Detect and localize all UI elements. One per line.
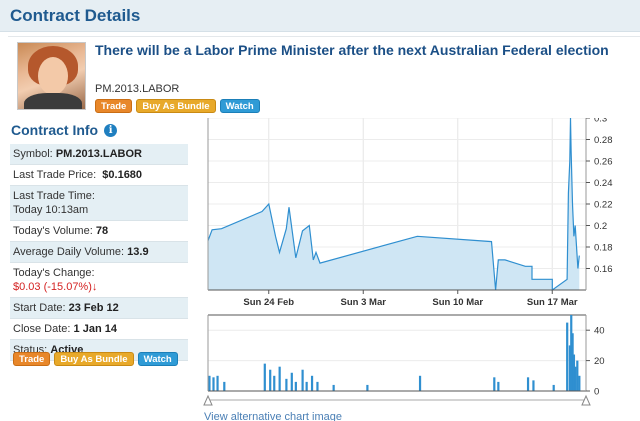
last-time-value: Today 10:13am — [13, 204, 89, 216]
volume-bar — [269, 369, 272, 391]
watch-button[interactable]: Watch — [219, 99, 260, 113]
trade-button-secondary[interactable]: Trade — [13, 352, 51, 366]
page-title: Contract Details — [10, 6, 141, 25]
info-row-close-date: Close Date: 1 Jan 14 — [10, 319, 188, 340]
volume-bar — [212, 377, 215, 391]
y-tick-label: 0.3 — [594, 118, 607, 125]
start-date-label: Start Date: — [13, 302, 66, 314]
alternative-chart-link[interactable]: View alternative chart image — [204, 411, 342, 421]
last-time-label: Last Trade Time: — [13, 190, 95, 202]
change-value-line: $0.03 (-15.07%)↓ — [13, 280, 185, 294]
volume-bar — [571, 333, 574, 391]
buy-as-bundle-button-secondary[interactable]: Buy As Bundle — [54, 352, 134, 366]
volume-bar — [273, 375, 276, 391]
contract-info-heading: Contract Info i — [11, 122, 118, 138]
range-handle-right-icon[interactable] — [581, 394, 591, 406]
y-tick-label: 0.26 — [594, 157, 613, 168]
volume-label: Today's Volume: — [13, 225, 93, 237]
volume-bar — [278, 366, 281, 391]
volume-bar — [418, 375, 422, 391]
volume-bar — [578, 375, 581, 391]
volume-bar — [305, 381, 308, 391]
watch-button-secondary[interactable]: Watch — [137, 352, 178, 366]
info-actions: Trade Buy As Bundle Watch — [13, 352, 178, 366]
volume-bar — [316, 381, 319, 391]
last-price-value: $0.1680 — [102, 169, 143, 181]
info-row-start-date: Start Date: 23 Feb 12 — [10, 298, 188, 319]
change-value: $0.03 (-15.07%) — [13, 281, 92, 293]
y-tick-label: 0.2 — [594, 221, 607, 232]
price-chart[interactable]: Sun 24 Feb Sun 3 Mar Sun 10 Mar Sun 17 Mar 0… — [203, 118, 615, 310]
volume-bar — [216, 375, 219, 391]
volume-bar — [568, 345, 571, 391]
volume-bar — [566, 322, 569, 391]
x-tick-label: Sun 10 Mar — [432, 297, 483, 308]
volume-bar — [294, 381, 297, 391]
x-tick-label: Sun 3 Mar — [341, 297, 387, 308]
avg-volume-label: Average Daily Volume: — [13, 246, 125, 258]
info-row-symbol: Symbol: PM.2013.LABOR — [10, 144, 188, 165]
avg-volume-value: 13.9 — [127, 246, 149, 258]
volume-bar — [290, 372, 293, 391]
volume-bar — [532, 380, 535, 391]
volume-bar — [208, 375, 211, 391]
volume-y-tick-label: 0 — [594, 387, 599, 398]
contract-info-table: Symbol: PM.2013.LABOR Last Trade Price: … — [10, 144, 188, 361]
volume-bar — [263, 363, 266, 391]
range-handle-left-icon[interactable] — [203, 394, 213, 406]
volume-value: 78 — [95, 225, 109, 237]
info-row-avg-volume: Average Daily Volume: 13.9 — [10, 242, 188, 263]
y-tick-label: 0.22 — [594, 200, 613, 211]
info-icon[interactable]: i — [104, 123, 118, 137]
y-tick-label: 0.28 — [594, 135, 613, 146]
volume-bar — [572, 354, 576, 391]
volume-chart[interactable]: 40 20 0 — [203, 313, 615, 409]
last-price-label: Last Trade Price: — [13, 169, 97, 181]
buy-as-bundle-button[interactable]: Buy As Bundle — [136, 99, 216, 113]
contract-title[interactable]: There will be a Labor Prime Minister aft… — [95, 42, 609, 58]
volume-y-tick-label: 20 — [594, 356, 605, 367]
volume-bar — [301, 369, 304, 391]
info-row-last-time: Last Trade Time: Today 10:13am — [10, 186, 188, 221]
x-tick-label: Sun 17 Mar — [527, 297, 578, 308]
change-label: Today's Change: — [13, 267, 95, 279]
volume-bar — [332, 384, 335, 391]
volume-bar — [310, 375, 314, 391]
volume-bar — [574, 366, 577, 391]
y-tick-label: 0.16 — [594, 264, 613, 275]
contract-actions: Trade Buy As Bundle Watch — [95, 99, 260, 113]
trade-button[interactable]: Trade — [95, 99, 133, 113]
start-date-value: 23 Feb 12 — [68, 302, 119, 314]
volume-bar — [493, 377, 496, 391]
volume-bar — [223, 381, 226, 391]
down-arrow-icon: ↓ — [91, 281, 98, 293]
volume-bar — [366, 384, 369, 391]
volume-bar — [552, 384, 555, 391]
volume-bar — [576, 360, 579, 391]
y-tick-label: 0.24 — [594, 178, 613, 189]
contract-symbol: PM.2013.LABOR — [95, 83, 180, 95]
price-area — [208, 118, 580, 290]
x-tick-label: Sun 24 Feb — [243, 297, 294, 308]
volume-bar — [526, 377, 530, 391]
symbol-value: PM.2013.LABOR — [55, 148, 143, 160]
close-date-value: 1 Jan 14 — [73, 323, 117, 335]
close-date-label: Close Date: — [13, 323, 71, 335]
info-row-change: Today's Change: $0.03 (-15.07%)↓ — [10, 263, 188, 298]
symbol-label: Symbol: — [13, 148, 53, 160]
volume-bar — [285, 378, 288, 391]
volume-y-tick-label: 40 — [594, 326, 605, 337]
header-bar: Contract Details — [0, 0, 640, 32]
contract-info-title: Contract Info — [11, 122, 99, 138]
volume-bar — [497, 381, 500, 391]
avatar — [17, 42, 86, 110]
info-row-last-price: Last Trade Price: $0.1680 — [10, 165, 188, 186]
y-tick-label: 0.18 — [594, 243, 613, 254]
volume-bar — [570, 315, 573, 391]
contract-summary: There will be a Labor Prime Minister aft… — [8, 36, 640, 118]
info-row-volume: Today's Volume: 78 — [10, 221, 188, 242]
